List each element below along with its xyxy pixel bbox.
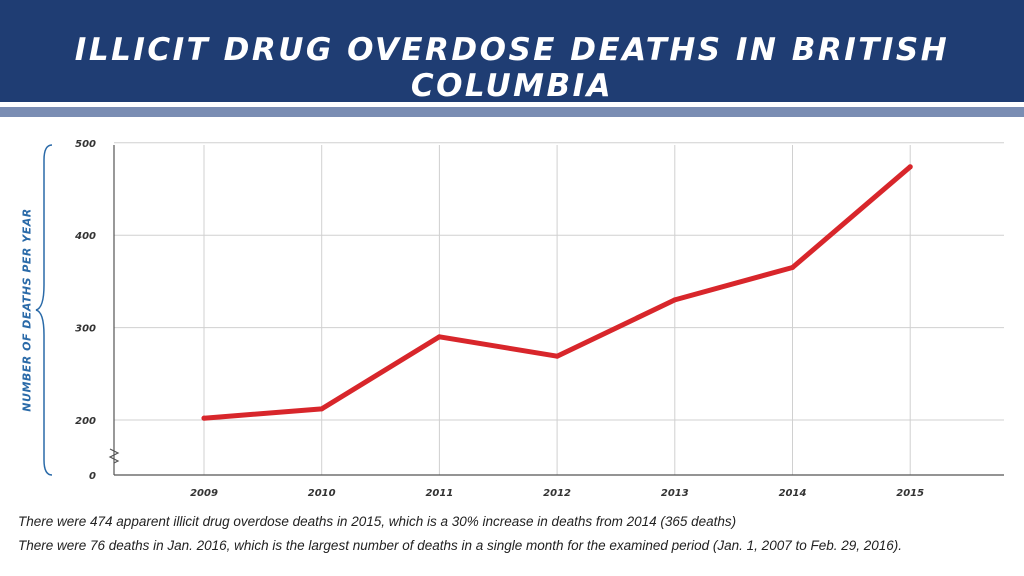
footnotes: There were 474 apparent illicit drug ove… — [18, 513, 1018, 561]
x-tick-label: 2012 — [543, 488, 571, 499]
data-point — [436, 334, 442, 340]
y-tick-label: 0 — [89, 471, 96, 482]
y-axis-label: NUMBER OF DEATHS PER YEAR — [20, 208, 34, 412]
x-tick-label: 2013 — [661, 488, 689, 499]
data-point — [319, 406, 325, 412]
axis-break-icon — [108, 448, 120, 464]
x-tick-label: 2009 — [190, 488, 218, 499]
data-point — [672, 297, 678, 303]
y-axis-brace — [35, 144, 53, 476]
y-tick-label: 200 — [75, 416, 96, 427]
header-divider — [0, 107, 1024, 117]
footnote-1: There were 474 apparent illicit drug ove… — [18, 514, 737, 529]
x-tick-label: 2011 — [425, 488, 453, 499]
x-tick-label: 2015 — [896, 488, 924, 499]
y-tick-label: 300 — [75, 324, 96, 335]
x-tick-label: 2010 — [308, 488, 336, 499]
x-tick-label: 2014 — [779, 488, 807, 499]
data-point — [201, 415, 207, 421]
y-tick-label: 400 — [74, 231, 96, 242]
footnote-2: There were 76 deaths in Jan. 2016, which… — [18, 538, 903, 553]
data-point — [907, 164, 913, 170]
chart-title: ILLICIT DRUG OVERDOSE DEATHS IN BRITISH … — [74, 32, 950, 104]
data-point — [554, 353, 560, 359]
title-banner: ILLICIT DRUG OVERDOSE DEATHS IN BRITISH … — [0, 0, 1024, 104]
y-tick-label: 500 — [75, 139, 96, 150]
data-point — [790, 265, 795, 271]
